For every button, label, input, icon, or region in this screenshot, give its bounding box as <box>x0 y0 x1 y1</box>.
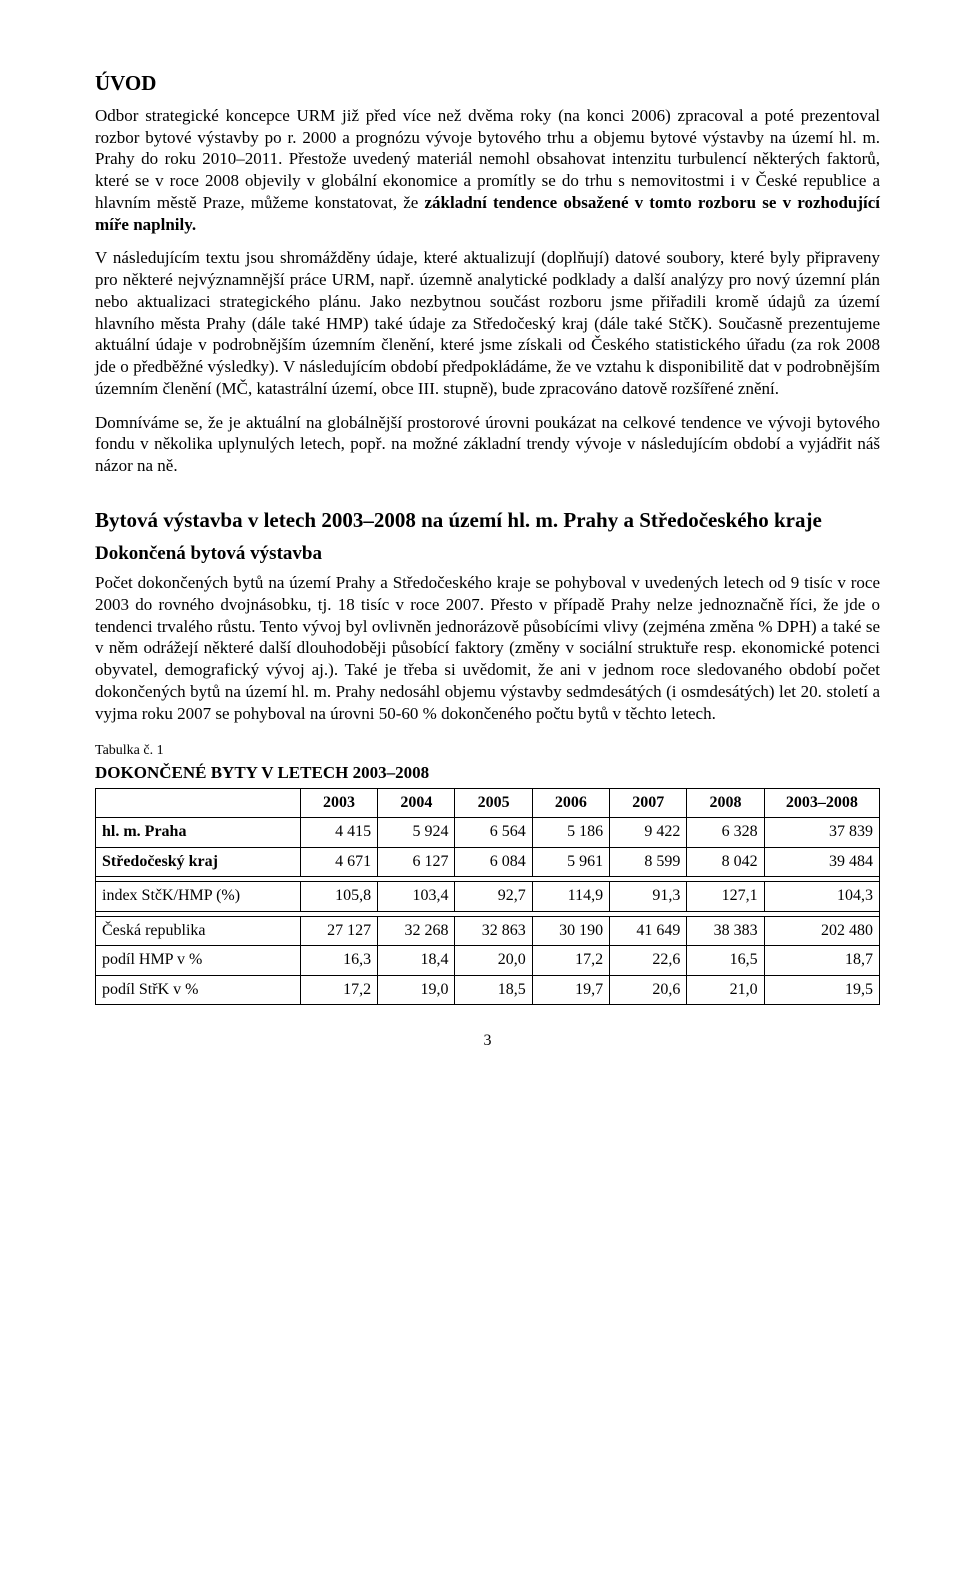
table-cell: 32 863 <box>455 916 532 945</box>
table-cell: 19,0 <box>378 975 455 1004</box>
intro-paragraph-1: Odbor strategické koncepce URM již před … <box>95 105 880 236</box>
subsection-title: Dokončená bytová výstavba <box>95 542 880 566</box>
completed-flats-table: 2003 2004 2005 2006 2007 2008 2003–2008 … <box>95 788 880 1005</box>
intro-paragraph-3: Domníváme se, že je aktuální na globálně… <box>95 412 880 477</box>
table-cell: 39 484 <box>764 847 879 876</box>
body-paragraph-4: Počet dokončených bytů na území Prahy a … <box>95 572 880 724</box>
page-number: 3 <box>95 1031 880 1051</box>
table-cell: 17,2 <box>300 975 377 1004</box>
table-cell: 91,3 <box>610 882 687 911</box>
table-cell: 202 480 <box>764 916 879 945</box>
table-cell: 16,5 <box>687 946 764 975</box>
table-cell: 18,4 <box>378 946 455 975</box>
table-row-label: hl. m. Praha <box>96 818 301 847</box>
table-cell: 4 415 <box>300 818 377 847</box>
table-cell: 37 839 <box>764 818 879 847</box>
table-cell: 19,7 <box>532 975 609 1004</box>
table-cell: 6 328 <box>687 818 764 847</box>
table-cell: 6 564 <box>455 818 532 847</box>
table-row-label: Česká republika <box>96 916 301 945</box>
table-cell: 104,3 <box>764 882 879 911</box>
table-row: hl. m. Praha4 4155 9246 5645 1869 4226 3… <box>96 818 880 847</box>
table-cell: 16,3 <box>300 946 377 975</box>
table-header-cell: 2005 <box>455 788 532 817</box>
table-header-row: 2003 2004 2005 2006 2007 2008 2003–2008 <box>96 788 880 817</box>
page-heading: ÚVOD <box>95 70 880 97</box>
table-cell: 5 961 <box>532 847 609 876</box>
table-row: Česká republika27 12732 26832 86330 1904… <box>96 916 880 945</box>
table-cell: 20,6 <box>610 975 687 1004</box>
table-row-label: podíl HMP v % <box>96 946 301 975</box>
table-cell: 9 422 <box>610 818 687 847</box>
table-cell: 8 599 <box>610 847 687 876</box>
table-cell: 8 042 <box>687 847 764 876</box>
table-cell: 20,0 <box>455 946 532 975</box>
table-cell: 19,5 <box>764 975 879 1004</box>
table-cell: 4 671 <box>300 847 377 876</box>
table-cell: 105,8 <box>300 882 377 911</box>
table-title: DOKONČENÉ BYTY V LETECH 2003–2008 <box>95 762 880 784</box>
table-row: podíl HMP v %16,318,420,017,222,616,518,… <box>96 946 880 975</box>
table-header-cell: 2006 <box>532 788 609 817</box>
table-cell: 5 924 <box>378 818 455 847</box>
table-cell: 114,9 <box>532 882 609 911</box>
intro-paragraph-2: V následujícím textu jsou shromážděny úd… <box>95 247 880 399</box>
table-cell: 18,5 <box>455 975 532 1004</box>
table-cell: 127,1 <box>687 882 764 911</box>
table-caption: Tabulka č. 1 <box>95 742 880 760</box>
table-cell: 32 268 <box>378 916 455 945</box>
table-cell: 6 084 <box>455 847 532 876</box>
table-cell: 41 649 <box>610 916 687 945</box>
table-header-cell: 2008 <box>687 788 764 817</box>
table-row: Středočeský kraj4 6716 1276 0845 9618 59… <box>96 847 880 876</box>
table-cell: 17,2 <box>532 946 609 975</box>
table-cell: 5 186 <box>532 818 609 847</box>
table-cell: 18,7 <box>764 946 879 975</box>
table-cell: 38 383 <box>687 916 764 945</box>
table-cell: 27 127 <box>300 916 377 945</box>
table-cell: 22,6 <box>610 946 687 975</box>
table-header-cell: 2004 <box>378 788 455 817</box>
table-cell: 92,7 <box>455 882 532 911</box>
table-row-label: podíl StřK v % <box>96 975 301 1004</box>
table-cell: 6 127 <box>378 847 455 876</box>
table-header-cell: 2007 <box>610 788 687 817</box>
table-header-cell: 2003 <box>300 788 377 817</box>
table-cell: 103,4 <box>378 882 455 911</box>
table-header-cell: 2003–2008 <box>764 788 879 817</box>
table-row-label: index StčK/HMP (%) <box>96 882 301 911</box>
table-row: index StčK/HMP (%)105,8103,492,7114,991,… <box>96 882 880 911</box>
table-cell: 21,0 <box>687 975 764 1004</box>
section-title: Bytová výstavba v letech 2003–2008 na úz… <box>95 507 880 534</box>
table-header-cell <box>96 788 301 817</box>
table-row-label: Středočeský kraj <box>96 847 301 876</box>
table-body: hl. m. Praha4 4155 9246 5645 1869 4226 3… <box>96 818 880 1005</box>
table-row: podíl StřK v %17,219,018,519,720,621,019… <box>96 975 880 1004</box>
table-cell: 30 190 <box>532 916 609 945</box>
